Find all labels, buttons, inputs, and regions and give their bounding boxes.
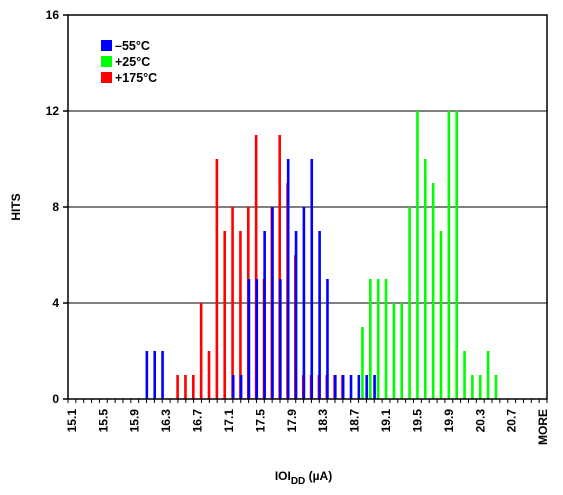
bar-s0-c38 [365,375,369,399]
bar-s0-c30 [302,207,306,399]
x-tick-label-7: 17.9 [285,409,299,433]
x-tick-label-3: 16.3 [159,409,173,433]
bar-s1-c42 [400,303,404,399]
x-axis-label-main: IOI [275,469,291,483]
bar-s1-c39 [376,279,380,399]
bar-s0-c31 [310,159,314,399]
bar-s1-c46 [431,183,435,399]
y-axis-label: HITS [9,193,23,220]
bar-s1-c53 [486,351,490,399]
x-tick-label-1: 15.5 [96,409,110,433]
bar-s0-c29 [294,231,298,399]
bar-s2-c15 [192,375,195,399]
legend-swatch-2 [101,72,112,83]
bar-s0-c33 [326,279,329,399]
bar-s2-c23 [254,135,258,399]
bar-s1-c38 [369,279,372,399]
bar-s1-c43 [408,207,411,399]
y-tick-label-3: 12 [46,104,60,118]
bar-s2-c21 [239,231,242,399]
bar-s1-c51 [471,375,474,399]
bar-s2-c26 [278,135,281,399]
x-tick-label-9: 18.7 [348,409,362,433]
bar-s2-c14 [184,375,187,399]
x-tick-label-2: 15.9 [128,409,142,433]
bar-s0-c12 [161,351,164,399]
x-tick-label-12: 19.9 [442,409,456,433]
x-tick-label-6: 17.5 [253,409,267,433]
bar-s2-c16 [199,303,203,399]
bar-s0-c39 [373,375,376,399]
legend-swatch-0 [101,40,112,51]
x-tick-label-0: 15.1 [65,409,79,433]
x-tick-label-13: 20.3 [473,409,487,433]
bar-s0-c35 [341,375,345,399]
bar-s2-c13 [176,375,179,399]
y-tick-label-4: 16 [46,8,60,22]
bar-s1-c48 [447,111,451,399]
bar-s0-c25 [263,231,266,399]
bar-s2-c17 [207,351,211,399]
x-axis-label-unit: (µA) [305,469,332,483]
x-tick-label-14: 20.7 [505,409,519,433]
bar-s1-c44 [416,111,419,399]
y-tick-label-1: 4 [52,296,59,310]
bar-s0-c32 [318,231,321,399]
bar-s0-c23 [247,279,251,399]
legend: –55°C +25°C +175°C [101,39,157,85]
bar-s0-c37 [357,375,361,399]
bar-s1-c37 [361,327,364,399]
bar-s0-c21 [231,375,235,399]
bar-s1-c40 [384,279,388,399]
bar-s2-c19 [223,231,227,399]
axes [63,14,548,403]
y-tick-labels: 0 4 8 12 16 [46,8,60,406]
bar-s0-c28 [286,159,290,399]
x-tick-label-11: 19.5 [410,409,424,433]
x-tick-label-10: 19.1 [379,409,393,433]
bar-s0-c10 [145,351,149,399]
x-tick-label-4: 16.7 [191,409,205,433]
legend-swatch-1 [101,56,112,67]
legend-label-2: +175°C [115,71,157,85]
bar-s0-c27 [279,279,282,399]
bar-s0-c34 [334,375,337,399]
y-tick-label-0: 0 [52,392,59,406]
bar-s1-c45 [423,159,427,399]
y-tick-label-2: 8 [52,200,59,214]
bar-s0-c24 [255,279,259,399]
legend-label-0: –55°C [115,39,150,53]
bar-s1-c49 [455,111,458,399]
bars [145,111,498,399]
x-tick-label-5: 17.1 [222,409,236,433]
x-tick-labels: 15.1 15.5 15.9 16.3 16.7 17.1 17.5 17.9 18.3 18.7… [65,409,550,445]
x-axis-label: IOIDD (µA) [275,469,332,487]
bar-s0-c26 [271,207,274,399]
bar-s0-c11 [153,351,157,399]
bar-s0-c36 [349,375,353,399]
bar-s2-c20 [231,207,234,399]
bar-s1-c54 [494,375,498,399]
bar-s2-c18 [215,159,219,399]
x-tick-label-8: 18.3 [316,409,330,433]
bar-s1-c41 [392,303,396,399]
bar-s1-c47 [439,231,443,399]
legend-label-1: +25°C [115,55,150,69]
bar-s0-c22 [239,375,243,399]
x-axis-label-subscript: DD [291,476,305,487]
x-tick-label-15: MORE [536,409,550,445]
bar-s1-c50 [463,351,466,399]
bar-s1-c52 [478,375,482,399]
